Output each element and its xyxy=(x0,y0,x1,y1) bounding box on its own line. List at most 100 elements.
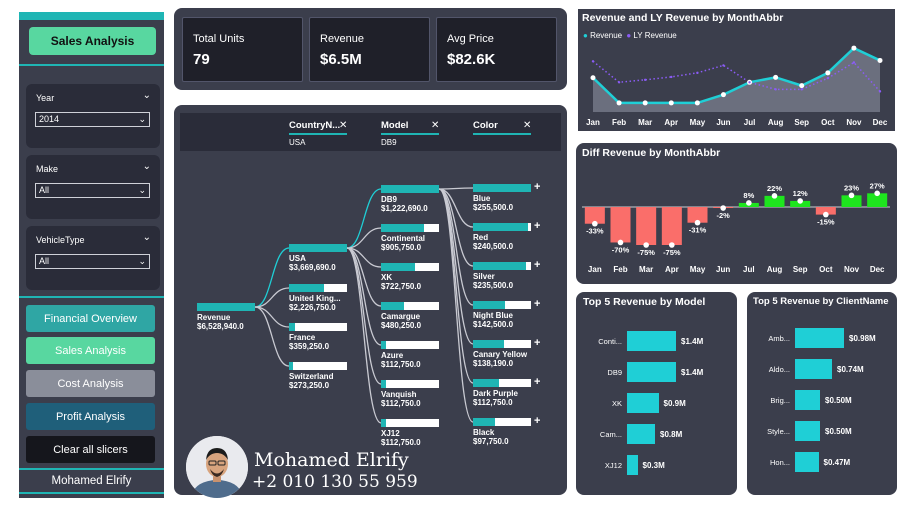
field-name: Color xyxy=(473,120,498,131)
close-icon[interactable]: ✕ xyxy=(523,120,532,131)
ly-revenue-point xyxy=(696,71,699,75)
field-selected-value: DB9 xyxy=(381,138,397,147)
tree-node-bar xyxy=(381,341,439,349)
tree-node-value: $1,222,690.0 xyxy=(381,204,428,213)
chevron-down-icon[interactable]: ⌄ xyxy=(142,90,151,101)
tree-node-value: $359,250.0 xyxy=(289,342,330,351)
diff-point xyxy=(848,192,855,199)
diff-point xyxy=(797,198,803,204)
diff-data-label: -75% xyxy=(663,248,681,257)
top5-bar xyxy=(627,362,676,382)
revenue-point xyxy=(694,100,700,106)
vehicletype-dropdown[interactable]: All ⌄ xyxy=(35,254,150,269)
x-tick-label: Mar xyxy=(638,118,652,127)
contact-phone: +2 010 130 55 959 xyxy=(252,472,418,492)
diff-bar xyxy=(610,207,631,243)
divider xyxy=(19,64,164,66)
tree-connector xyxy=(346,227,382,249)
tree-node-fill xyxy=(381,419,387,427)
chart-title: Top 5 Revenue by Model xyxy=(583,296,706,308)
sidebar: Sales Analysis Year ⌄ 2014 ⌄ Make ⌄ All ⌄ … xyxy=(19,12,164,498)
year-slicer: Year ⌄ 2014 ⌄ xyxy=(26,84,160,148)
close-icon[interactable]: ✕ xyxy=(339,120,348,131)
clear-all-slicers-button[interactable]: Clear all slicers xyxy=(26,436,155,463)
x-tick-label: Mar xyxy=(639,265,653,274)
footer-name: Mohamed Elrify xyxy=(51,475,132,487)
divider xyxy=(19,296,164,298)
chevron-down-icon[interactable]: ⌄ xyxy=(138,256,146,266)
bar-value-label: $0.74M xyxy=(837,365,864,374)
ly-revenue-point xyxy=(643,78,647,82)
tree-node-value: $2,226,750.0 xyxy=(289,303,336,312)
ly-revenue-point xyxy=(722,64,725,67)
tree-connector xyxy=(346,247,382,385)
field-country[interactable]: CountryN... ✕ USA xyxy=(289,120,348,147)
bar-value-label: $0.50M xyxy=(825,427,852,436)
x-tick-label: Feb xyxy=(613,265,627,274)
contact-name: Mohamed Elrify xyxy=(254,449,409,471)
ly-revenue-point xyxy=(800,88,803,91)
chevron-down-icon[interactable]: ⌄ xyxy=(142,232,151,243)
category-label: XJ12 xyxy=(604,461,622,470)
financial-overview-button[interactable]: Financial Overview xyxy=(26,305,155,332)
more-options-icon[interactable] xyxy=(844,136,866,145)
chevron-down-icon[interactable]: ⌄ xyxy=(138,114,146,124)
x-tick-label: Sep xyxy=(794,118,809,127)
category-label: Hon... xyxy=(769,458,790,467)
diff-bar xyxy=(661,207,682,245)
tree-node-fill xyxy=(381,380,387,388)
field-color[interactable]: Color ✕ xyxy=(473,120,532,135)
tree-node-bar xyxy=(473,223,531,231)
tree-node-value: $112,750.0 xyxy=(381,438,421,447)
revenue-point xyxy=(616,100,622,106)
diff-bar xyxy=(790,200,811,207)
year-dropdown[interactable]: 2014 ⌄ xyxy=(35,112,150,127)
sales-analysis-title-button[interactable]: Sales Analysis xyxy=(29,27,156,55)
cost-analysis-button[interactable]: Cost Analysis xyxy=(26,370,155,397)
tree-node-fill xyxy=(381,341,387,349)
tree-node-fill xyxy=(289,284,324,292)
revenue-line xyxy=(592,46,881,105)
tree-node-value: $3,669,690.0 xyxy=(289,263,336,272)
ly-revenue-line xyxy=(592,60,881,92)
diff-bar xyxy=(636,207,657,245)
kpi-value: $82.6K xyxy=(447,51,496,68)
tree-node-name: XK xyxy=(381,273,393,282)
tree-node-bar xyxy=(381,263,439,271)
tree-node-value: $97,750.0 xyxy=(473,437,509,446)
diff-point xyxy=(823,211,829,218)
focus-mode-icon[interactable] xyxy=(816,136,838,145)
top5-bar xyxy=(627,393,659,413)
diff-data-label: 12% xyxy=(793,189,808,198)
field-model[interactable]: Model ✕ DB9 xyxy=(381,120,440,147)
tree-node-name: Canary Yellow xyxy=(473,350,528,359)
expand-plus-icon: + xyxy=(534,181,541,193)
diff-data-label: -70% xyxy=(612,245,630,254)
tree-node-name: Switzerland xyxy=(289,372,334,381)
tree-connector xyxy=(438,188,474,267)
ly-revenue-point xyxy=(748,81,751,84)
top5-bar xyxy=(795,421,820,441)
diff-point xyxy=(874,190,880,197)
diff-point xyxy=(643,242,649,248)
diff-revenue-chart: -33% Jan -70% Feb -75% Mar -75% Apr -31% May -2% Ju… xyxy=(582,181,890,274)
tree-node-name: United King... xyxy=(289,294,341,303)
make-dropdown[interactable]: All ⌄ xyxy=(35,183,150,198)
chevron-down-icon[interactable]: ⌄ xyxy=(142,161,151,172)
legend-dot-icon: ● xyxy=(626,31,632,40)
sales-analysis-button[interactable]: Sales Analysis xyxy=(26,337,155,364)
tree-connector xyxy=(438,188,474,423)
revenue-point xyxy=(590,75,596,81)
field-name: Model xyxy=(381,120,409,131)
x-tick-label: Oct xyxy=(819,265,833,274)
tree-node-bar xyxy=(381,224,439,232)
profit-analysis-button[interactable]: Profit Analysis xyxy=(26,403,155,430)
ly-revenue-point xyxy=(878,90,882,93)
chevron-down-icon[interactable]: ⌄ xyxy=(138,185,146,195)
diff-point xyxy=(771,193,778,199)
tree-node-bar xyxy=(381,419,439,427)
close-icon[interactable]: ✕ xyxy=(431,120,440,131)
tree-node-bar xyxy=(289,284,347,292)
kpi-label: Total Units xyxy=(193,33,245,45)
ly-revenue-point xyxy=(617,81,621,84)
